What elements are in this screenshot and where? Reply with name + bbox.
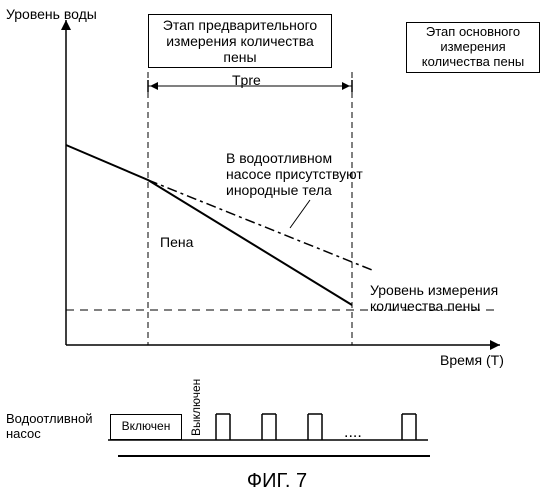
diagram-svg: [0, 0, 554, 500]
figure-7: Уровень воды Время (T) Этап предваритель…: [0, 0, 554, 500]
